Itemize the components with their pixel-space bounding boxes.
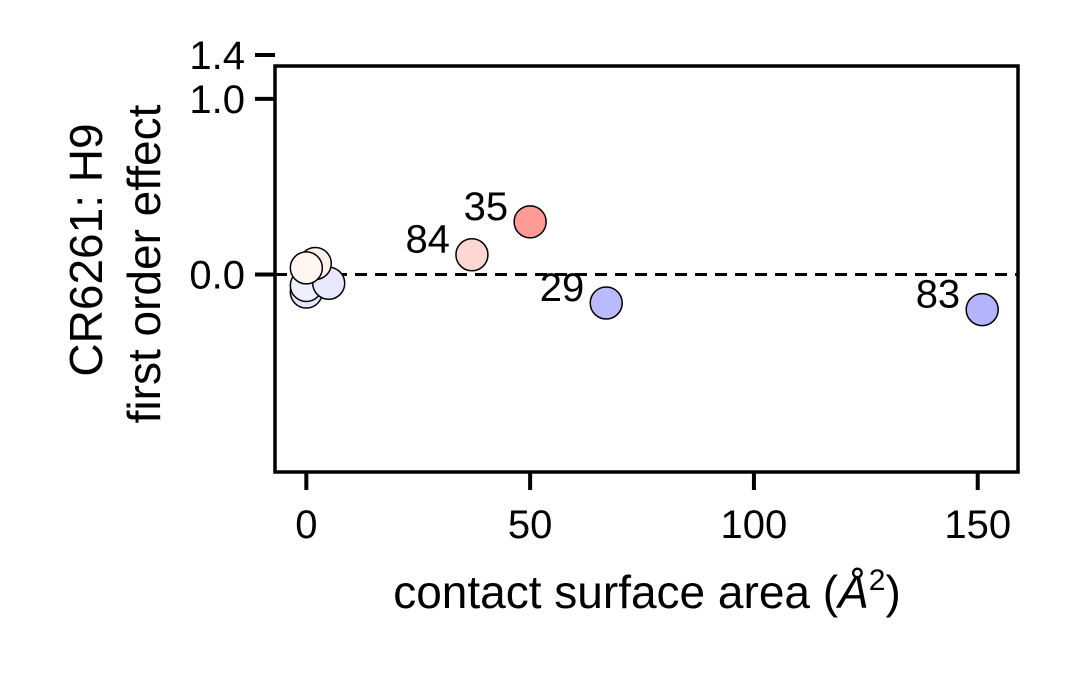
plot-area-frame [273, 64, 1020, 474]
data-point-label: 35 [464, 185, 509, 229]
data-point-label: 29 [540, 266, 585, 310]
data-point-label: 83 [916, 273, 961, 317]
data-point-label: 84 [405, 218, 450, 262]
x-axis-label: contact surface area (Å2) [393, 564, 901, 618]
y-axis-label-line1: CR6261: H9 [60, 123, 112, 376]
point-labels: 84 35 29 83 [405, 185, 960, 317]
y-tick-label: 1.4 [189, 34, 245, 78]
data-points [289, 205, 999, 327]
data-point [965, 292, 999, 327]
data-point [513, 205, 547, 239]
y-tick-label: 0.0 [189, 253, 245, 297]
y-axis-label-line2: first order effect [118, 104, 170, 423]
y-axis-ticks: 0.0 1.01.4 [189, 34, 275, 297]
x-tick-label: 100 [721, 503, 788, 547]
x-tick-label: 50 [508, 503, 553, 547]
x-axis-ticks: 0 50 100 150 [295, 472, 1011, 547]
y-tick-label: 1.0 [189, 78, 245, 122]
data-point [589, 286, 623, 320]
x-tick-label: 150 [944, 503, 1011, 547]
data-point [289, 251, 324, 285]
x-tick-label: 0 [295, 503, 317, 547]
data-point [455, 237, 489, 272]
